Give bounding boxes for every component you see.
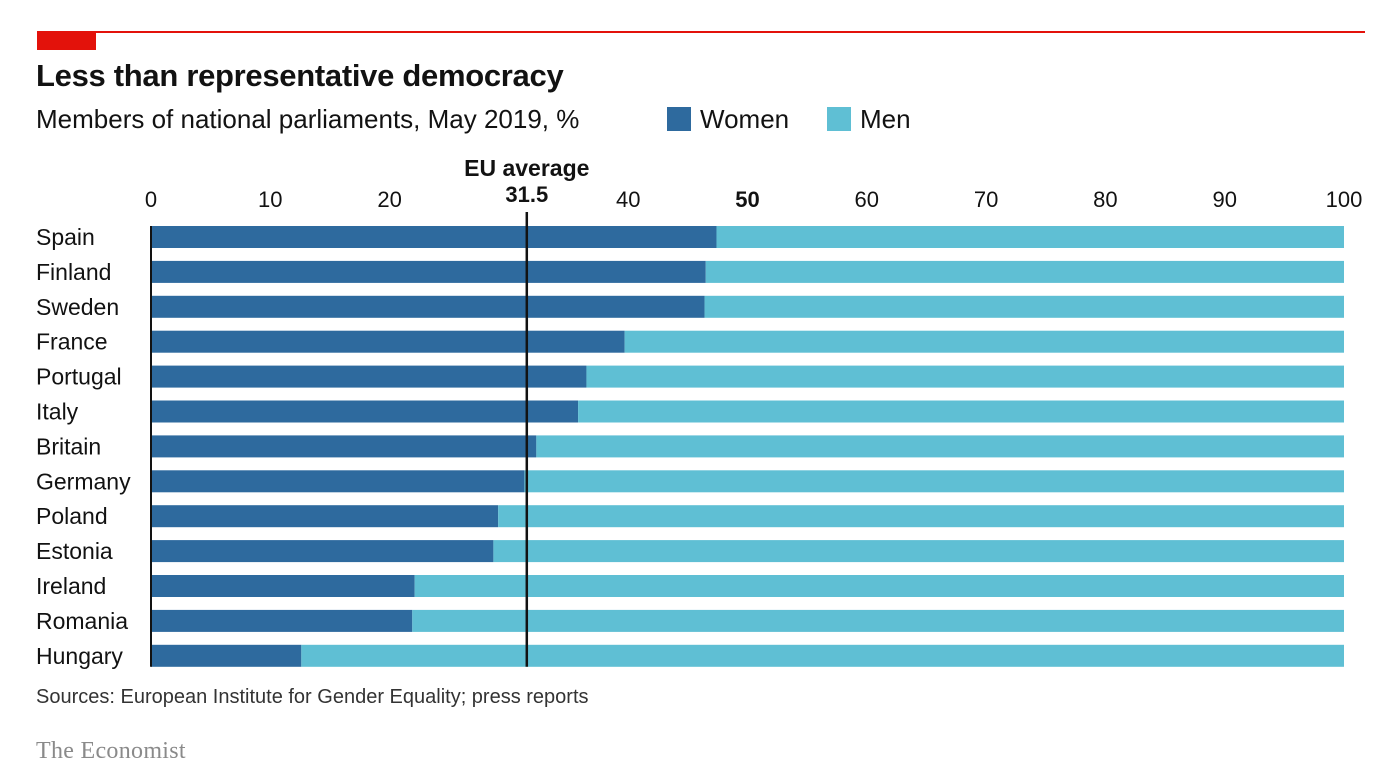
bar-men-france (624, 330, 1344, 353)
category-label-italy: Italy (36, 399, 79, 425)
category-label-france: France (36, 329, 108, 355)
bar-men-ireland (414, 575, 1344, 597)
top-red-rule (37, 31, 1365, 33)
category-label-britain: Britain (36, 433, 101, 459)
bar-women-poland (151, 505, 499, 528)
category-label-spain: Spain (36, 224, 95, 250)
category-label-sweden: Sweden (36, 294, 119, 320)
legend-label-men: Men (860, 103, 911, 134)
source-note: Sources: European Institute for Gender E… (36, 686, 589, 708)
legend-item-women: Women (667, 104, 789, 134)
bar-women-finland (151, 260, 706, 283)
legend-swatch-women (667, 107, 691, 131)
eu-average-label: EU average (464, 155, 589, 181)
publisher-logo: The Economist (36, 738, 186, 764)
category-label-portugal: Portugal (36, 364, 122, 390)
bar-men-hungary (301, 644, 1344, 667)
red-tab (37, 31, 96, 50)
bar-men-poland (498, 505, 1345, 528)
x-tick-label-20: 20 (377, 187, 401, 212)
bar-men-sweden (704, 295, 1344, 318)
bar-women-britain (151, 435, 537, 458)
category-label-hungary: Hungary (36, 643, 123, 669)
bar-men-romania (412, 609, 1345, 632)
bar-women-germany (151, 470, 525, 493)
chart-subtitle: Members of national parliaments, May 201… (36, 104, 580, 134)
bar-women-sweden (151, 295, 705, 318)
x-tick-label-0: 0 (145, 187, 157, 212)
legend-item-men: Men (827, 104, 911, 134)
bar-men-estonia (493, 540, 1344, 563)
bar-men-britain (536, 435, 1344, 458)
x-tick-label-90: 90 (1212, 187, 1236, 212)
bar-women-spain (151, 226, 717, 248)
x-tick-label-40: 40 (616, 187, 640, 212)
legend-swatch-men (827, 107, 851, 131)
bar-women-italy (151, 400, 579, 423)
x-tick-label-60: 60 (855, 187, 879, 212)
legend-label-women: Women (700, 103, 790, 134)
category-label-romania: Romania (36, 608, 128, 634)
bar-men-portugal (586, 365, 1344, 388)
category-label-estonia: Estonia (36, 538, 113, 564)
category-label-ireland: Ireland (36, 573, 106, 599)
chart-title: Less than representative democracy (36, 58, 564, 93)
bar-women-portugal (151, 365, 587, 388)
x-tick-label-50: 50 (735, 187, 759, 212)
bar-chart: 0 10 20 40 50 60 70 80 90 100 Spain Finland Sweden Fr… (36, 155, 1363, 669)
bar-men-italy (578, 400, 1344, 423)
x-tick-label-70: 70 (974, 187, 998, 212)
x-tick-label-100: 100 (1326, 187, 1363, 212)
x-tick-label-10: 10 (258, 187, 282, 212)
bar-women-ireland (151, 575, 415, 597)
category-label-germany: Germany (36, 468, 131, 494)
bar-women-estonia (151, 540, 494, 563)
bar-men-finland (705, 260, 1344, 283)
bar-men-germany (524, 470, 1344, 493)
bar-men-spain (716, 226, 1344, 248)
bar-women-france (151, 330, 625, 353)
bar-women-romania (151, 609, 413, 632)
category-label-poland: Poland (36, 503, 108, 529)
category-label-finland: Finland (36, 259, 111, 285)
eu-average-value: 31.5 (505, 182, 548, 207)
bar-women-hungary (151, 644, 302, 667)
x-tick-label-80: 80 (1093, 187, 1117, 212)
